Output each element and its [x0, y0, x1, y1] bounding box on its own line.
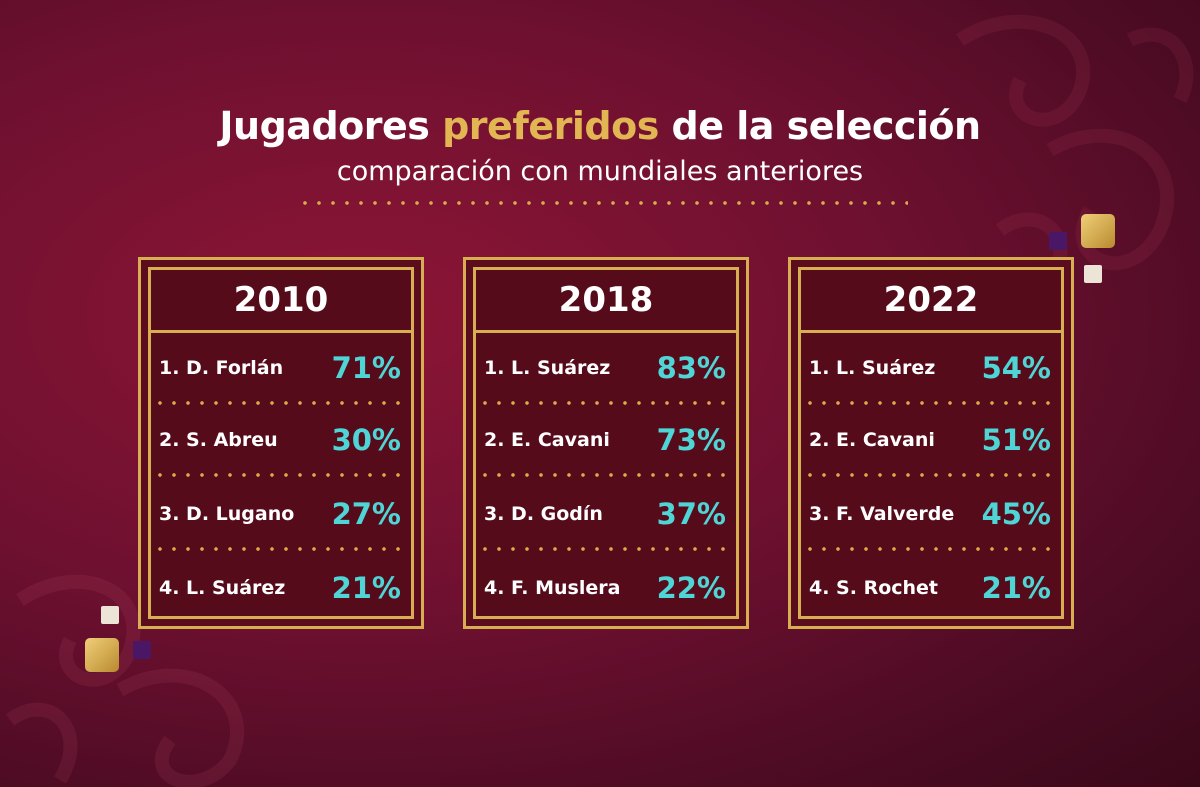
player-percent: 27%	[331, 497, 401, 531]
player-row: 2. E. Cavani 51%	[801, 420, 1061, 460]
title-part1: Jugadores	[219, 104, 443, 148]
player-name: 2. E. Cavani	[809, 429, 935, 451]
card-year: 2022	[801, 270, 1061, 333]
row-divider	[153, 546, 409, 552]
player-row: 2. S. Abreu 30%	[151, 420, 411, 460]
player-row: 4. F. Muslera 22%	[476, 568, 736, 608]
player-row: 4. S. Rochet 21%	[801, 568, 1061, 608]
purple-square-top-right	[1049, 232, 1067, 250]
card-year: 2018	[476, 270, 736, 333]
player-name: 3. D. Godín	[484, 503, 603, 525]
year-card-2018: 2018 1. L. Suárez 83% 2. E. Cavani 73% 3…	[463, 257, 749, 629]
player-row: 1. L. Suárez 54%	[801, 348, 1061, 388]
player-percent: 21%	[331, 571, 401, 605]
player-name: 2. S. Abreu	[159, 429, 278, 451]
player-row: 2. E. Cavani 73%	[476, 420, 736, 460]
page-title: Jugadores preferidos de la selección	[0, 104, 1200, 148]
player-percent: 45%	[981, 497, 1051, 531]
title-highlight: preferidos	[442, 104, 659, 148]
player-name: 1. L. Suárez	[484, 357, 611, 379]
player-row: 3. D. Lugano 27%	[151, 494, 411, 534]
player-name: 1. D. Forlán	[159, 357, 284, 379]
row-divider	[803, 472, 1059, 478]
player-name: 4. L. Suárez	[159, 577, 286, 599]
player-name: 4. S. Rochet	[809, 577, 939, 599]
title-part2: de la selección	[658, 104, 982, 148]
player-percent: 37%	[656, 497, 726, 531]
player-row: 1. D. Forlán 71%	[151, 348, 411, 388]
title-divider	[298, 200, 908, 206]
player-percent: 83%	[656, 351, 726, 385]
row-divider	[478, 400, 734, 406]
year-card-2010: 2010 1. D. Forlán 71% 2. S. Abreu 30% 3.…	[138, 257, 424, 629]
player-row: 3. F. Valverde 45%	[801, 494, 1061, 534]
row-divider	[803, 546, 1059, 552]
cream-square-top-right	[1084, 265, 1102, 283]
player-name: 4. F. Muslera	[484, 577, 621, 599]
player-percent: 30%	[331, 423, 401, 457]
swirl-pattern-bottom-left	[5, 574, 244, 787]
player-percent: 51%	[981, 423, 1051, 457]
card-year: 2010	[151, 270, 411, 333]
player-row: 3. D. Godín 37%	[476, 494, 736, 534]
player-name: 3. F. Valverde	[809, 503, 955, 525]
player-row: 4. L. Suárez 21%	[151, 568, 411, 608]
row-divider	[153, 472, 409, 478]
player-percent: 71%	[331, 351, 401, 385]
player-row: 1. L. Suárez 83%	[476, 348, 736, 388]
swirl-pattern-top-right	[956, 14, 1194, 285]
player-percent: 22%	[656, 571, 726, 605]
row-divider	[478, 472, 734, 478]
player-percent: 54%	[981, 351, 1051, 385]
row-divider	[153, 400, 409, 406]
row-divider	[478, 546, 734, 552]
player-name: 2. E. Cavani	[484, 429, 610, 451]
gold-square-bottom-left	[85, 638, 119, 672]
player-name: 1. L. Suárez	[809, 357, 936, 379]
row-divider	[803, 400, 1059, 406]
player-percent: 73%	[656, 423, 726, 457]
cream-square-bottom-left	[101, 606, 119, 624]
year-card-2022: 2022 1. L. Suárez 54% 2. E. Cavani 51% 3…	[788, 257, 1074, 629]
gold-square-top-right	[1081, 214, 1115, 248]
player-percent: 21%	[981, 571, 1051, 605]
purple-square-bottom-left	[133, 641, 151, 659]
player-name: 3. D. Lugano	[159, 503, 295, 525]
page-subtitle: comparación con mundiales anteriores	[336, 156, 864, 187]
